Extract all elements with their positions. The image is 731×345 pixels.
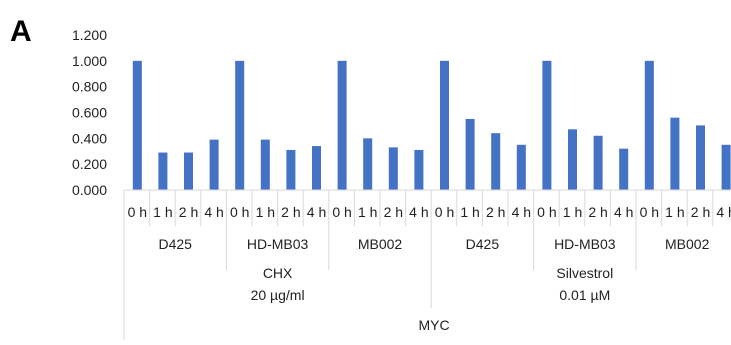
treatment-dose-label: 20 µg/ml (251, 287, 305, 303)
x-tick-label: 4 h (716, 204, 731, 220)
x-tick-label: 4 h (409, 204, 428, 220)
x-tick-label: 2 h (384, 204, 403, 220)
bar (312, 146, 321, 190)
bars (132, 60, 731, 191)
bar (132, 60, 142, 191)
bar (542, 60, 552, 191)
y-axis: 0.000 0.200 0.400 0.600 0.800 1.000 1.200 (72, 27, 107, 198)
bar (286, 149, 296, 190)
x-tick-label: 4 h (614, 204, 633, 220)
y-tick-label: 0.000 (72, 182, 107, 198)
y-tick-label: 1.200 (72, 27, 107, 43)
x-tick-label: 1 h (256, 204, 275, 220)
cell-line-label: D425 (466, 236, 500, 252)
bar (465, 118, 475, 190)
y-tick-label: 0.600 (72, 105, 107, 121)
y-tick-label: 0.400 (72, 130, 107, 146)
target-label: MYC (418, 317, 449, 333)
bar (721, 144, 731, 190)
x-tick-label: 1 h (358, 204, 377, 220)
x-tick-label: 2 h (486, 204, 505, 220)
bar (414, 149, 424, 190)
x-tick-label: 2 h (588, 204, 607, 220)
bar (209, 139, 219, 190)
x-tick-label: 4 h (307, 204, 326, 220)
x-tick-label: 4 h (512, 204, 531, 220)
x-tick-label: 0 h (332, 204, 351, 220)
cell-line-label: HD-MB03 (554, 236, 616, 252)
treatment-label: CHX (263, 265, 293, 281)
bar (644, 60, 654, 191)
bar (670, 117, 680, 190)
y-tick-label: 0.800 (72, 79, 107, 95)
bar (235, 60, 245, 191)
bar (440, 60, 449, 191)
cell-line-label: MB002 (358, 236, 403, 252)
x-tick-label: 1 h (153, 204, 172, 220)
treatment-dose-label: 0.01 µM (559, 287, 610, 303)
x-tick-label: 1 h (665, 204, 684, 220)
cell-line-label: HD-MB03 (247, 236, 309, 252)
bar (696, 125, 705, 190)
bar (388, 147, 398, 190)
bar (491, 133, 501, 190)
bar (593, 135, 603, 190)
bar (516, 144, 526, 190)
y-tick-label: 1.000 (72, 53, 107, 69)
x-tick-label: 1 h (460, 204, 479, 220)
cell-line-label: D425 (158, 236, 192, 252)
bar (184, 152, 193, 190)
x-tick-label: 1 h (563, 204, 582, 220)
treatment-label: Silvestrol (556, 265, 613, 281)
bar (337, 60, 347, 191)
x-tick-label: 0 h (230, 204, 249, 220)
bar (158, 152, 168, 190)
y-tick-label: 0.200 (72, 156, 107, 172)
bar (260, 139, 270, 190)
x-tick-label: 2 h (281, 204, 300, 220)
panel-label: A (10, 15, 32, 48)
bar (363, 138, 373, 190)
bar (568, 129, 577, 190)
cell-line-label: MB002 (665, 236, 710, 252)
x-axis: 0 h 1 h 2 h 4 h 0 h 1 h 2 h 4 h 0 h 1 h 2 h 4 h 0 h 1… (123, 189, 731, 340)
x-tick-label: 2 h (179, 204, 198, 220)
x-tick-label: 0 h (640, 204, 659, 220)
x-tick-label: 0 h (435, 204, 454, 220)
x-tick-label: 0 h (128, 204, 147, 220)
x-tick-label: 0 h (537, 204, 556, 220)
bar (619, 148, 629, 190)
x-tick-label: 2 h (691, 204, 710, 220)
x-tick-label: 4 h (204, 204, 223, 220)
